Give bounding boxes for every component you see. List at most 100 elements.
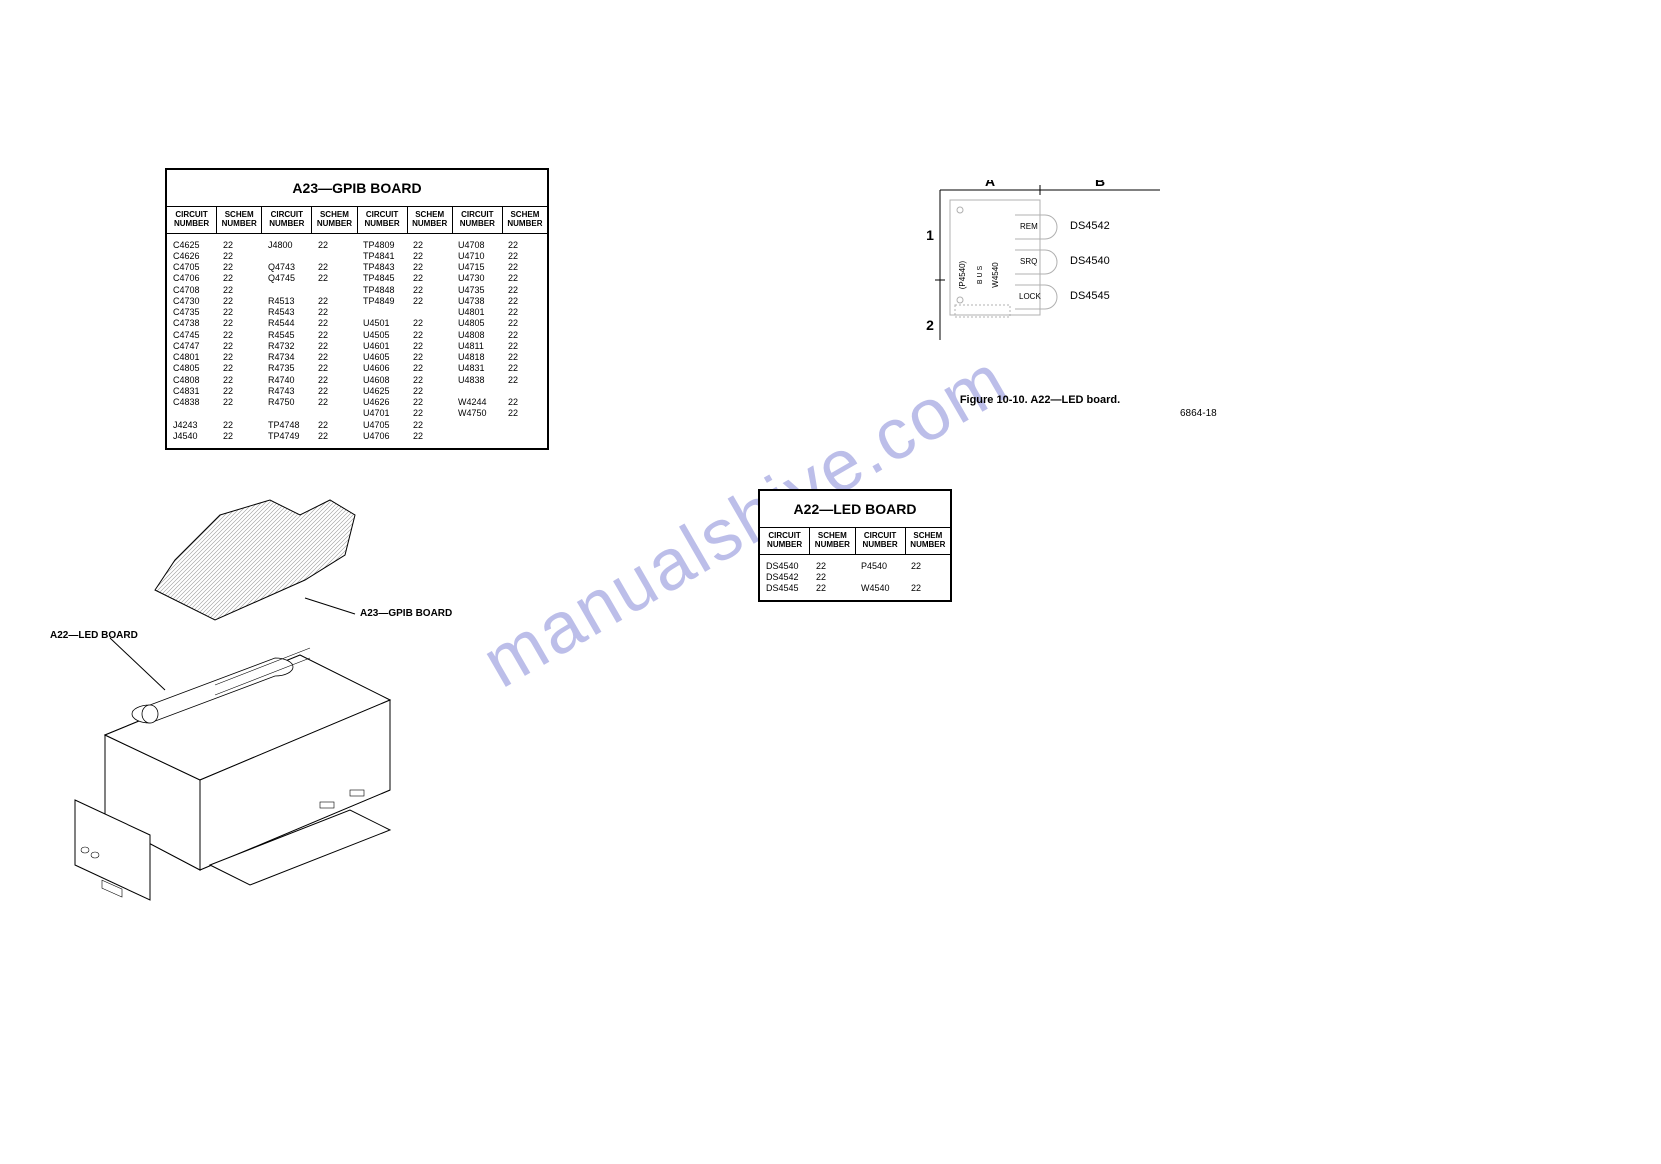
table-cell: C4625 bbox=[167, 240, 217, 251]
table-cell: 22 bbox=[312, 307, 357, 318]
wire-label: W4540 bbox=[991, 262, 1000, 288]
diagram-svg: A B 1 2 (P4540) B U S W4540 REM SRQ LOCK… bbox=[920, 180, 1160, 380]
table-cell: U4730 bbox=[452, 273, 502, 284]
table-column: 22222222222222222222222222 2222 bbox=[502, 240, 547, 443]
table-cell: W4540 bbox=[855, 583, 905, 594]
table-column: 22 2222 22222222222222222222 2222 bbox=[312, 240, 357, 443]
table-cell: U4738 bbox=[452, 296, 502, 307]
table-cell bbox=[452, 386, 502, 397]
table-column: 222222222222222222222222222222 2222 bbox=[217, 240, 262, 443]
table-cell: DS4542 bbox=[760, 572, 810, 583]
table-header-cell: SCHEMNUMBER bbox=[407, 207, 452, 233]
table-cell bbox=[217, 408, 262, 419]
table-cell: U4811 bbox=[452, 341, 502, 352]
table-cell: 22 bbox=[502, 341, 547, 352]
table-cell bbox=[357, 307, 407, 318]
table-cell: C4708 bbox=[167, 285, 217, 296]
table-cell: U4735 bbox=[452, 285, 502, 296]
table-cell bbox=[262, 408, 312, 419]
table-cell: C4838 bbox=[167, 397, 217, 408]
table-cell: 22 bbox=[407, 363, 452, 374]
table-a22-led: A22—LED BOARD CIRCUITNUMBERSCHEMNUMBERCI… bbox=[758, 489, 952, 602]
table-cell bbox=[855, 572, 905, 583]
table-cell: 22 bbox=[502, 307, 547, 318]
table-cell: 22 bbox=[217, 386, 262, 397]
diagram-label-lock: LOCK bbox=[1019, 292, 1041, 301]
isometric-drawing: A22—LED BOARD A23—GPIB BOARD bbox=[50, 490, 480, 910]
isometric-svg bbox=[50, 490, 480, 910]
table-cell: U4710 bbox=[452, 251, 502, 262]
table-cell: 22 bbox=[502, 296, 547, 307]
table-header-cell: SCHEMNUMBER bbox=[216, 207, 261, 233]
table-cell: U4818 bbox=[452, 352, 502, 363]
table-header-cell: CIRCUITNUMBER bbox=[452, 207, 502, 233]
table-cell: TP4749 bbox=[262, 431, 312, 442]
table-cell: C4801 bbox=[167, 352, 217, 363]
table-cell: 22 bbox=[312, 330, 357, 341]
table-cell: 22 bbox=[502, 318, 547, 329]
table-cell: 22 bbox=[312, 262, 357, 273]
table-cell: 22 bbox=[217, 307, 262, 318]
table-cell: 22 bbox=[217, 330, 262, 341]
diagram-a22-led: A B 1 2 (P4540) B U S W4540 REM SRQ LOCK… bbox=[920, 180, 1160, 406]
table-cell: 22 bbox=[407, 397, 452, 408]
table-cell: 22 bbox=[407, 285, 452, 296]
table-cell: U4706 bbox=[357, 431, 407, 442]
table-cell: W4750 bbox=[452, 408, 502, 419]
table-cell: U4625 bbox=[357, 386, 407, 397]
table-cell bbox=[452, 431, 502, 442]
table-header-cell: SCHEMNUMBER bbox=[311, 207, 356, 233]
table-cell: 22 bbox=[217, 375, 262, 386]
table-a23-gpib: A23—GPIB BOARD CIRCUITNUMBERSCHEMNUMBERC… bbox=[165, 168, 549, 450]
table-cell: R4743 bbox=[262, 386, 312, 397]
table-cell bbox=[262, 251, 312, 262]
table-cell: U4801 bbox=[452, 307, 502, 318]
table-cell: 22 bbox=[217, 296, 262, 307]
table-cell: 22 bbox=[502, 352, 547, 363]
table-cell: 22 bbox=[407, 330, 452, 341]
table-cell bbox=[502, 420, 547, 431]
table-cell: 22 bbox=[312, 296, 357, 307]
table-title-a22: A22—LED BOARD bbox=[760, 491, 950, 528]
table-cell: 22 bbox=[217, 420, 262, 431]
table-cell: J4243 bbox=[167, 420, 217, 431]
table-cell: J4800 bbox=[262, 240, 312, 251]
bus-label: B U S bbox=[977, 266, 984, 285]
table-cell: 22 bbox=[407, 431, 452, 442]
table-cell: Q4743 bbox=[262, 262, 312, 273]
table-cell: 22 bbox=[502, 330, 547, 341]
table-cell: DS4540 bbox=[760, 561, 810, 572]
connector-label: (P4540) bbox=[958, 260, 967, 289]
table-cell: C4730 bbox=[167, 296, 217, 307]
table-cell: C4831 bbox=[167, 386, 217, 397]
table-cell bbox=[312, 251, 357, 262]
table-cell: 22 bbox=[217, 352, 262, 363]
table-cell: 22 bbox=[407, 262, 452, 273]
table-column: 222222 bbox=[810, 561, 855, 595]
table-cell: R4750 bbox=[262, 397, 312, 408]
table-cell: 22 bbox=[407, 318, 452, 329]
table-cell: 22 bbox=[502, 285, 547, 296]
table-cell: U4601 bbox=[357, 341, 407, 352]
table-cell: 22 bbox=[810, 583, 855, 594]
table-body-a23: C4625C4626C4705C4706C4708C4730C4735C4738… bbox=[167, 234, 547, 449]
table-cell: 22 bbox=[312, 420, 357, 431]
table-cell: R4734 bbox=[262, 352, 312, 363]
table-cell: 22 bbox=[407, 296, 452, 307]
table-cell: 22 bbox=[905, 583, 950, 594]
table-cell: 22 bbox=[407, 408, 452, 419]
table-cell: 22 bbox=[312, 363, 357, 374]
table-cell: TP4748 bbox=[262, 420, 312, 431]
table-cell: 22 bbox=[502, 375, 547, 386]
table-cell: U4831 bbox=[452, 363, 502, 374]
table-cell: 22 bbox=[810, 561, 855, 572]
table-header-cell: SCHEMNUMBER bbox=[502, 207, 547, 233]
table-cell: 22 bbox=[502, 262, 547, 273]
table-cell: C4705 bbox=[167, 262, 217, 273]
table-cell bbox=[502, 431, 547, 442]
table-cell: 22 bbox=[407, 273, 452, 284]
table-cell bbox=[502, 386, 547, 397]
table-column: DS4540DS4542DS4545 bbox=[760, 561, 810, 595]
table-cell: 22 bbox=[502, 251, 547, 262]
table-cell: 22 bbox=[312, 431, 357, 442]
